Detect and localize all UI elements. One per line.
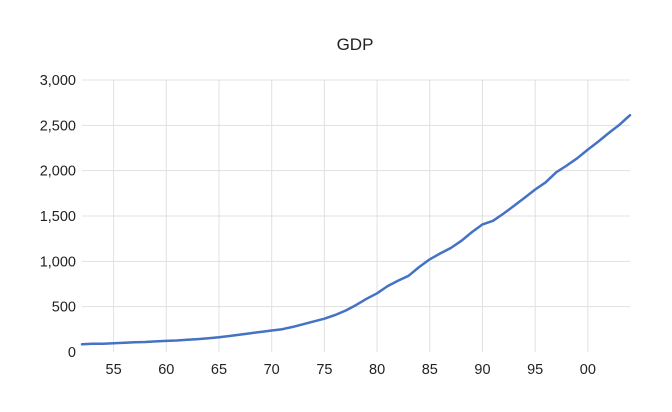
gdp-series-line [80, 113, 632, 346]
x-tick-label: 80 [369, 362, 385, 378]
x-tick-label: 90 [474, 362, 490, 378]
x-tick-label: 70 [264, 362, 280, 378]
y-tick-label: 2,000 [40, 164, 76, 180]
x-tick-label: 55 [106, 362, 122, 378]
x-tick-label: 60 [158, 362, 174, 378]
series-layer [80, 113, 632, 346]
gridlines [82, 79, 630, 352]
y-tick-label: 2,500 [40, 118, 76, 134]
y-tick-label: 1,500 [40, 209, 76, 225]
x-tick-label: 65 [211, 362, 227, 378]
chart-title: GDP [337, 35, 374, 54]
y-tick-label: 0 [68, 345, 76, 361]
x-tick-label: 95 [527, 362, 543, 378]
x-tick-label: 00 [580, 362, 596, 378]
y-tick-label: 3,000 [40, 73, 76, 89]
x-axis-tick-labels: 55 60 65 70 75 80 85 90 95 00 [106, 362, 596, 378]
y-tick-label: 1,000 [40, 254, 76, 270]
y-axis-tick-labels: 0 500 1,000 1,500 2,000 2,500 3,000 [40, 73, 76, 361]
x-tick-label: 75 [316, 362, 332, 378]
x-tick-label: 85 [422, 362, 438, 378]
y-tick-label: 500 [52, 300, 76, 316]
